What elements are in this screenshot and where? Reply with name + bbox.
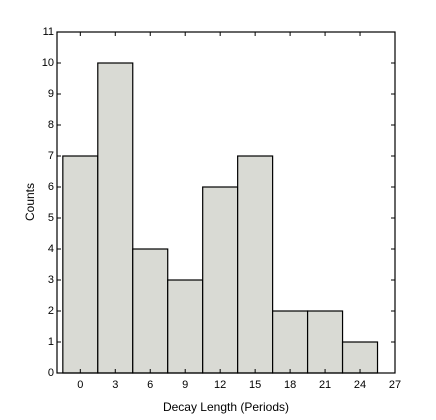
y-tick-label: 5 xyxy=(48,212,54,224)
x-tick-label: 21 xyxy=(319,379,331,391)
y-tick-label: 7 xyxy=(48,150,54,162)
y-tick-label: 3 xyxy=(48,274,54,286)
y-tick-label: 6 xyxy=(48,181,54,193)
bar xyxy=(272,310,309,374)
y-tick-label: 10 xyxy=(42,57,54,69)
y-tick-label: 0 xyxy=(48,367,54,379)
bar xyxy=(132,248,169,374)
bar xyxy=(202,186,239,374)
bar xyxy=(167,279,204,374)
bar xyxy=(306,310,344,374)
y-tick-label: 11 xyxy=(43,26,54,38)
plot-frame xyxy=(56,31,396,374)
y-tick-label: 1 xyxy=(48,336,54,348)
bar xyxy=(237,155,274,374)
x-tick-label: 3 xyxy=(112,379,118,391)
y-tick-label: 8 xyxy=(48,119,54,131)
x-axis-title: Decay Length (Periods) xyxy=(163,400,289,414)
y-tick-label: 4 xyxy=(48,243,54,255)
y-tick-label: 9 xyxy=(48,88,54,100)
x-tick-label: 9 xyxy=(182,379,188,391)
x-tick-label: 0 xyxy=(77,379,83,391)
x-tick-label: 6 xyxy=(147,379,153,391)
y-axis-title: Counts xyxy=(23,183,37,221)
x-tick-label: 18 xyxy=(284,379,296,391)
bar xyxy=(62,155,99,374)
bar xyxy=(341,341,379,374)
bar xyxy=(97,62,134,374)
x-tick-label: 15 xyxy=(249,379,261,391)
y-tick-label: 2 xyxy=(48,305,54,317)
x-tick-label: 12 xyxy=(214,379,226,391)
x-tick-label: 27 xyxy=(389,379,401,391)
x-tick-label: 24 xyxy=(354,379,366,391)
